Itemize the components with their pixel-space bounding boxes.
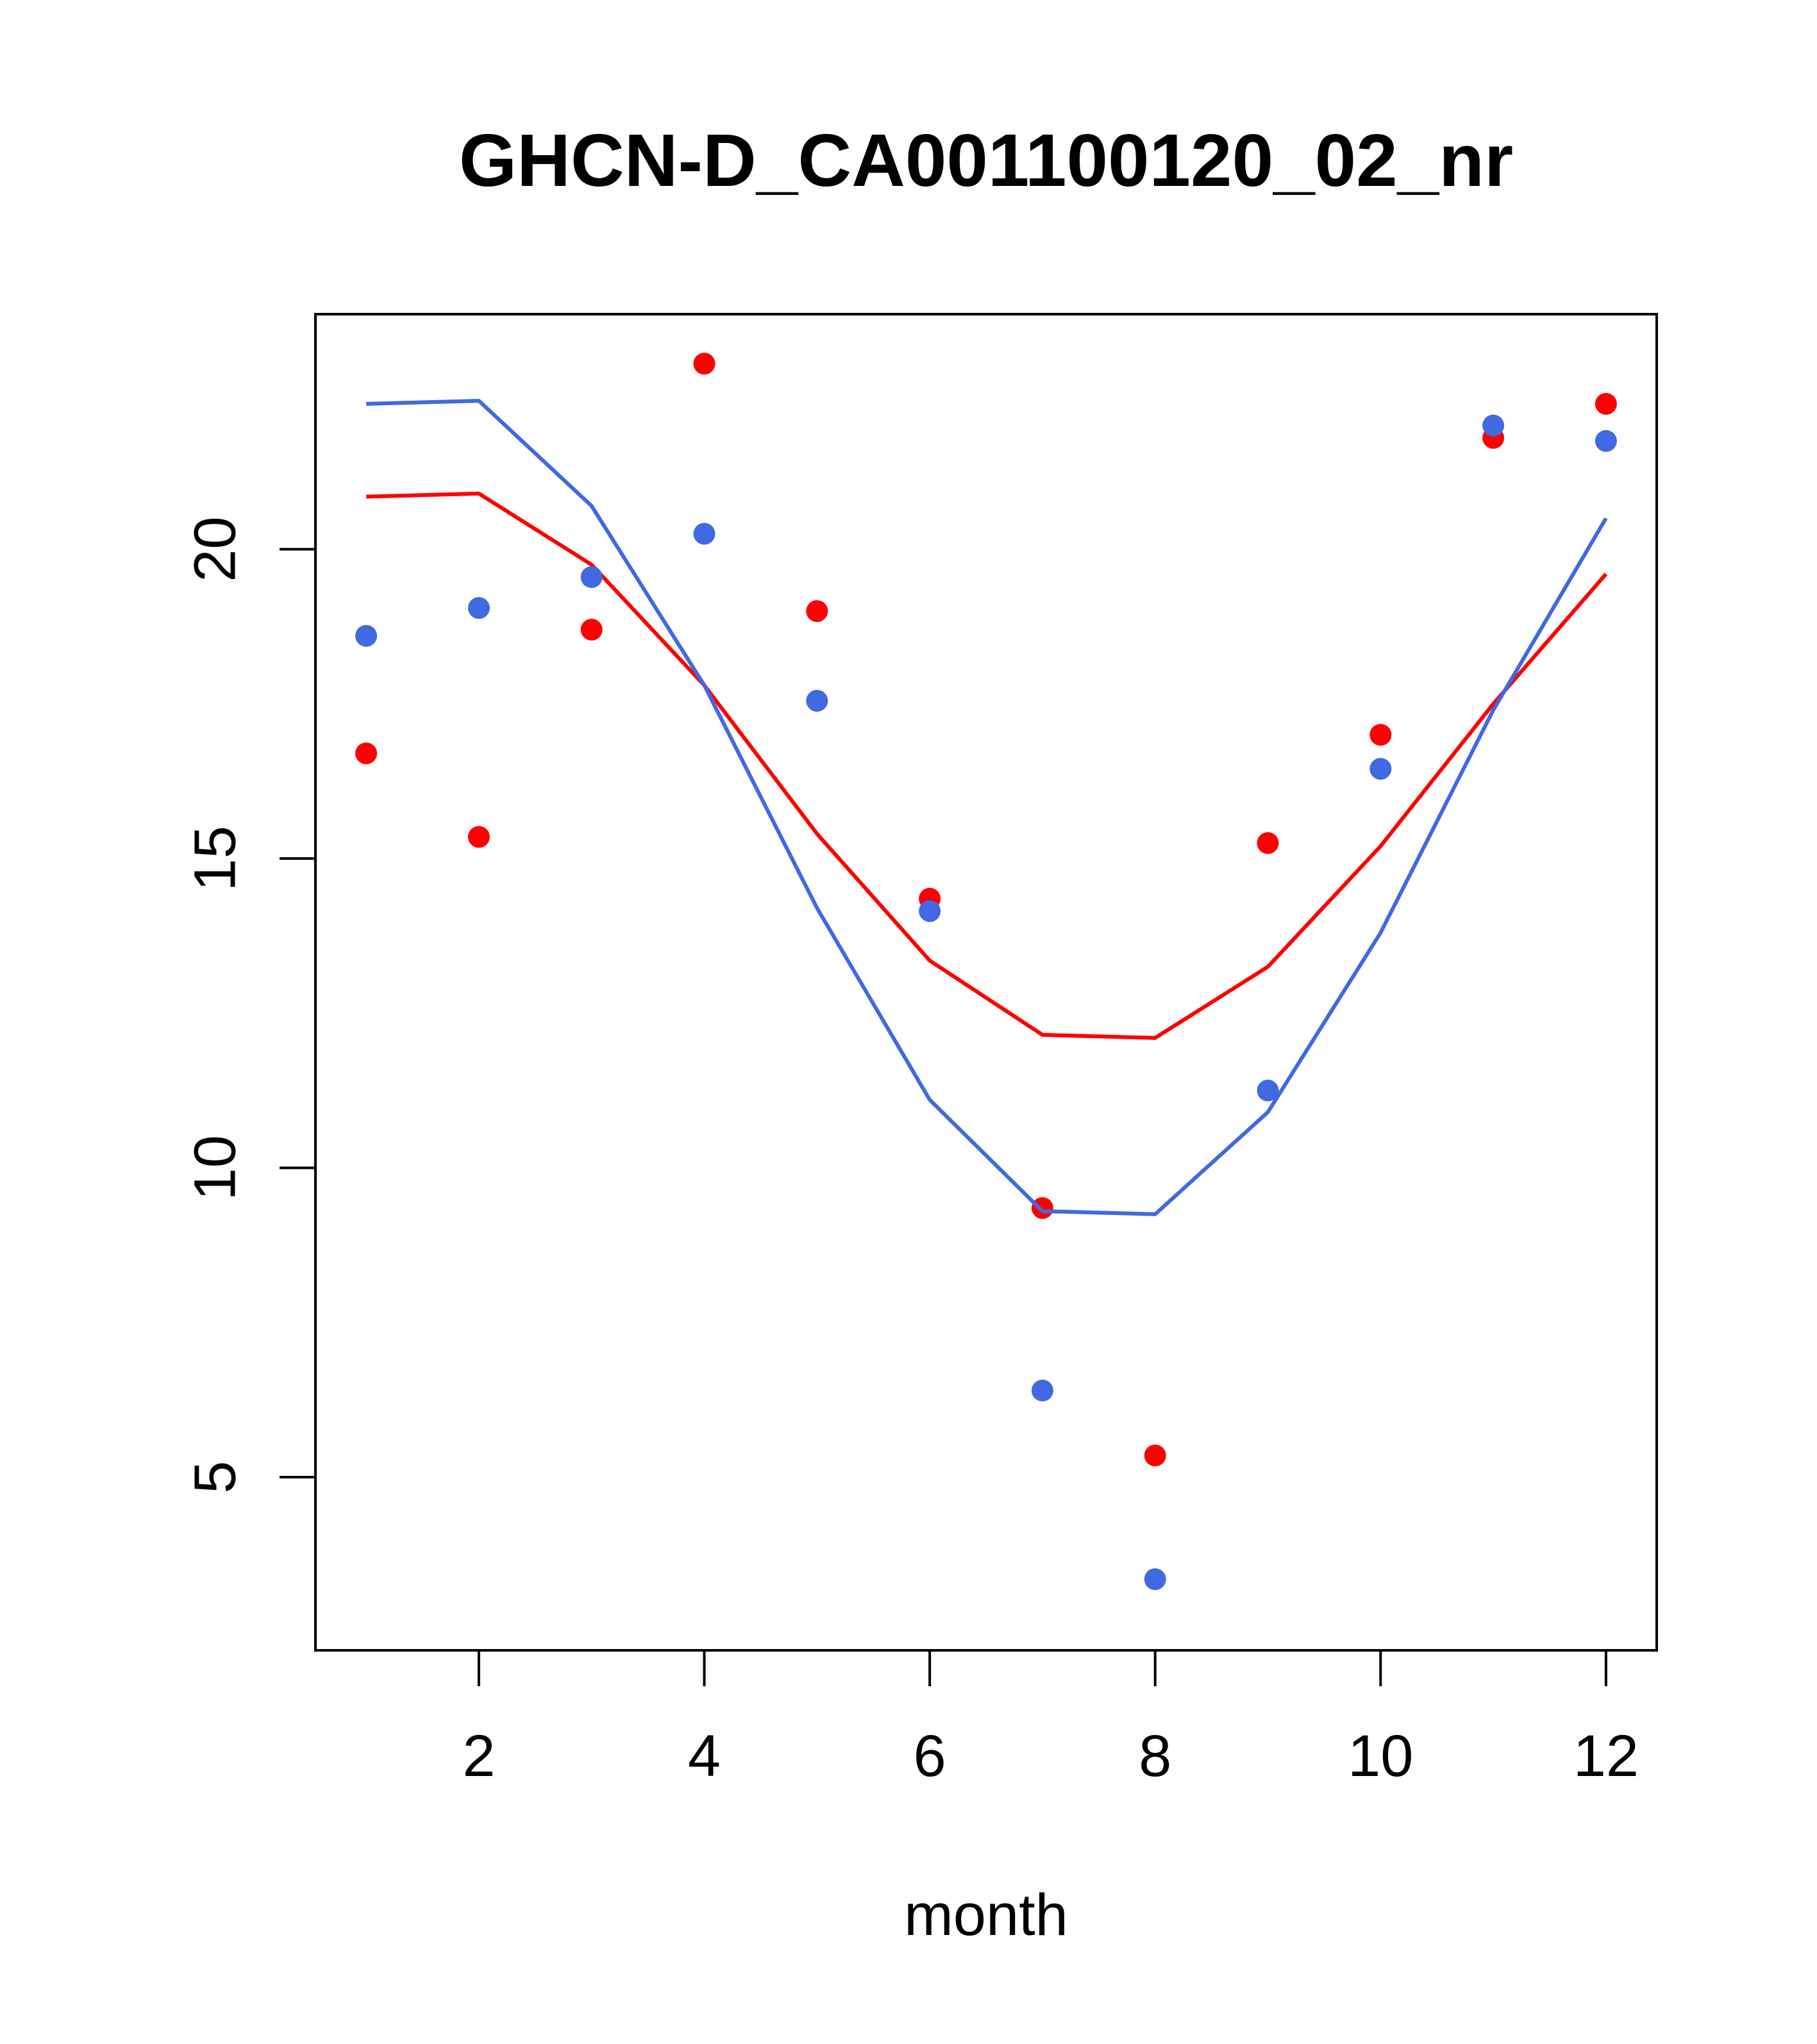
y-tick-label: 10: [182, 1135, 247, 1200]
x-tick-label: 12: [1573, 1723, 1639, 1789]
x-tick-label: 8: [1139, 1723, 1171, 1789]
x-tick-label: 2: [462, 1723, 495, 1789]
series-layer: [355, 353, 1617, 1591]
data-point: [1257, 832, 1279, 854]
data-point: [806, 600, 828, 623]
data-point: [1144, 1568, 1166, 1591]
data-point: [1369, 758, 1392, 780]
data-point: [1144, 1445, 1166, 1467]
y-tick-label: 20: [182, 516, 247, 582]
x-axis-label: month: [904, 1882, 1068, 1948]
data-point: [467, 826, 490, 848]
y-tick-label: 5: [182, 1461, 247, 1493]
data-point: [1482, 414, 1505, 437]
data-point: [1031, 1197, 1053, 1219]
data-point: [693, 353, 716, 375]
data-point: [1257, 1079, 1279, 1102]
data-point: [355, 742, 378, 765]
axes: 2 4 6 8 10 12 5 10 15 20: [182, 516, 1639, 1789]
data-point: [580, 619, 603, 641]
series-line: [366, 491, 1608, 1040]
series-line: [366, 399, 1608, 1216]
data-point: [355, 624, 378, 647]
chart-title: GHCN-D_CA001100120_02_nr: [459, 119, 1513, 202]
x-tick-label: 4: [688, 1723, 721, 1789]
series-1: [355, 353, 1617, 1467]
data-point: [580, 566, 603, 589]
data-point: [467, 597, 490, 619]
x-tick-label: 6: [914, 1723, 946, 1789]
data-point: [1369, 724, 1392, 746]
data-point: [806, 690, 828, 712]
series-2: [355, 399, 1617, 1591]
data-point: [693, 523, 716, 545]
data-point: [1595, 392, 1617, 415]
y-tick-label: 15: [182, 826, 247, 891]
x-tick-label: 10: [1348, 1723, 1413, 1789]
data-point: [1595, 430, 1617, 452]
data-point: [1031, 1379, 1053, 1402]
data-point: [919, 900, 941, 923]
